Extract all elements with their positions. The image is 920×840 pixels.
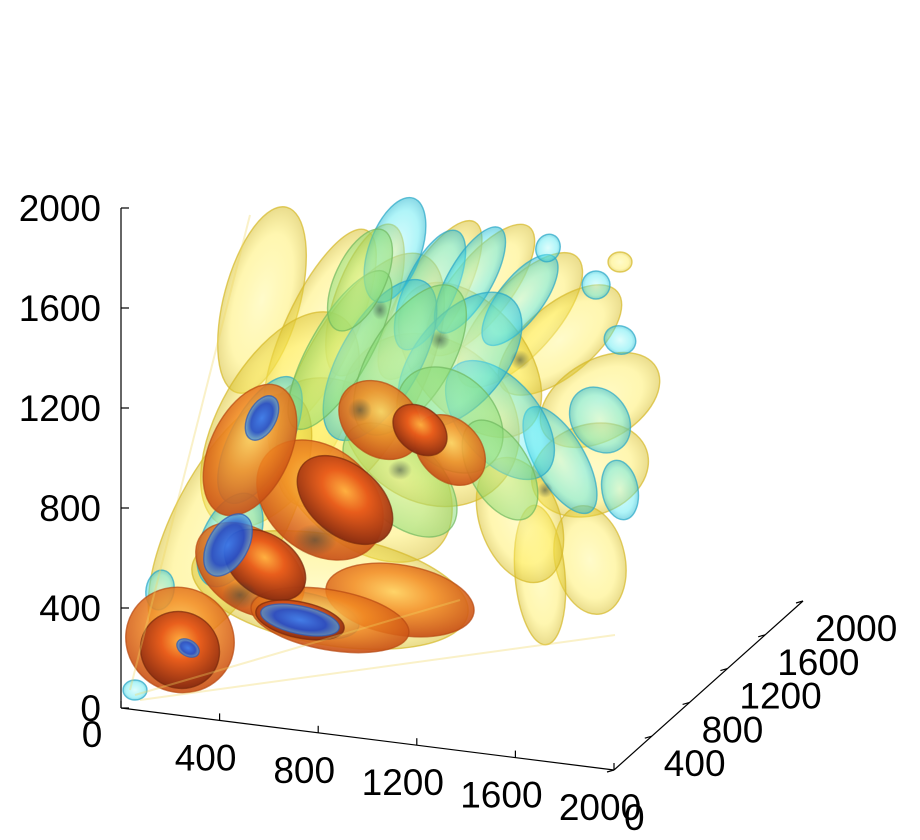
isosurface-blob [430,330,450,350]
isosurface-streak [129,214,251,691]
y-tick-label: 1600 [777,642,859,683]
z-tick-label: 1600 [19,288,101,329]
x-tick-label: 1200 [362,762,444,803]
isosurface-blob [176,638,200,658]
y-tick-mark [720,668,728,672]
x-tick-label: 2000 [559,787,641,828]
z-tick-label: 400 [39,588,101,629]
isosurface-blob [607,251,633,273]
z-tick-label: 0 [80,688,101,729]
isosurface-blob [581,270,611,300]
isosurface-blob [600,459,640,521]
y-tick-label: 1200 [739,676,821,717]
isosurface-blob [260,603,340,637]
y-tick-mark [606,769,615,773]
isosurface-blob [203,513,253,577]
isosurface-blob [603,325,637,355]
z-tick-label: 800 [39,488,101,529]
isosurface-streak [134,599,461,696]
y-tick-label: 400 [664,743,726,784]
isosurface-blob [326,228,394,332]
x-axis-line [120,707,615,771]
isosurface-blob [222,581,258,609]
isosurface-blob [537,482,553,498]
x-tick-label: 1600 [460,775,542,816]
x-tick-label: 0 [82,714,103,755]
isosurface-blob [568,386,632,454]
isosurface-blob [392,403,448,457]
isosurface-blob [372,300,388,320]
isosurface-blob [510,350,530,370]
isosurface-blob [535,233,561,263]
y-tick-mark [795,600,804,604]
isosurface-streak [139,634,616,701]
isosurface-blob [388,460,412,480]
isosurface-blob [122,679,148,701]
y-tick-label: 2000 [815,608,897,649]
y-tick-mark [644,735,652,739]
x-tick-label: 800 [273,750,335,791]
y-tick-label: 800 [702,709,764,750]
x-tick-label: 400 [175,737,237,778]
y-tick-mark [758,634,766,638]
isosurface-blob [348,398,372,422]
isosurface-blob [293,524,337,556]
y-tick-mark [682,701,690,705]
isosurface-volume [122,196,661,701]
z-tick-label: 2000 [19,188,101,229]
z-tick-label: 1200 [19,388,101,429]
y-axis-line [613,600,804,771]
y-tick-label: 0 [624,797,645,838]
isosurface-blob [244,395,280,441]
